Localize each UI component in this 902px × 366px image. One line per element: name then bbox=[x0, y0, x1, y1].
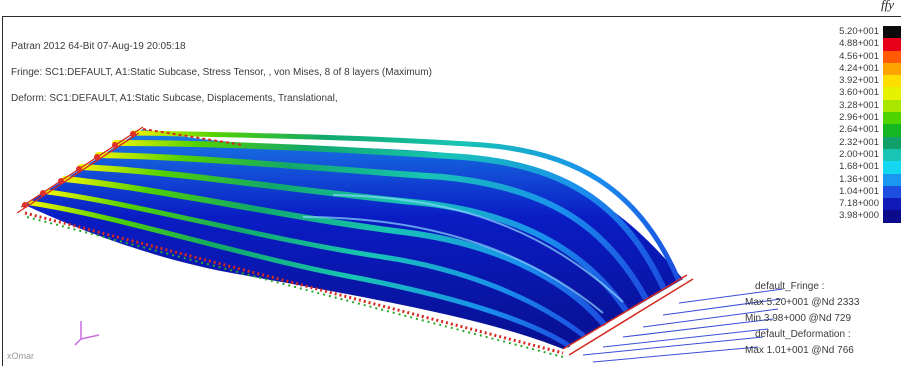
legend-row: 4.56+001 bbox=[811, 50, 901, 63]
legend-swatch bbox=[883, 62, 901, 76]
fem-model-render bbox=[16, 126, 784, 363]
deformation-max: Max 1.01+001 @Nd 766 bbox=[745, 345, 854, 356]
legend-value: 3.92+001 bbox=[839, 75, 879, 87]
deformation-name: default_Deformation : bbox=[755, 329, 851, 340]
legend-swatch bbox=[883, 75, 901, 88]
legend-row: 2.64+001 bbox=[811, 124, 901, 137]
coordinate-triad-icon bbox=[74, 321, 100, 346]
caption-fragment: ffy bbox=[881, 0, 894, 12]
legend-swatch bbox=[883, 210, 901, 223]
deformed-surface bbox=[25, 129, 683, 349]
legend-row: 3.92+001 bbox=[811, 75, 901, 88]
legend-value: 2.00+001 bbox=[839, 148, 879, 160]
legend-value: 3.28+001 bbox=[839, 99, 879, 111]
legend-row: 2.96+001 bbox=[811, 112, 901, 125]
legend-value: 2.32+001 bbox=[839, 136, 879, 148]
fringe-max: Max 5.20+001 @Nd 2333 bbox=[745, 297, 860, 308]
legend-value: 2.64+001 bbox=[839, 124, 879, 136]
legend-value: 7.18+000 bbox=[839, 198, 879, 210]
fringe-description: Fringe: SC1:DEFAULT, A1:Static Subcase, … bbox=[11, 67, 432, 78]
legend-value: 1.04+001 bbox=[839, 185, 879, 197]
legend-swatch bbox=[883, 99, 901, 113]
legend-swatch bbox=[883, 26, 901, 39]
legend-value: 1.36+001 bbox=[839, 173, 879, 185]
patran-viewport[interactable]: Patran 2012 64-Bit 07-Aug-19 20:05:18 Fr… bbox=[2, 16, 901, 366]
fringe-color-legend: 5.20+001 4.88+001 4.56+001 4.24+001 3.92+001… bbox=[811, 26, 901, 223]
fringe-min: Min 3.98+000 @Nd 729 bbox=[745, 313, 852, 324]
legend-swatch bbox=[883, 173, 901, 186]
legend-row: 2.32+001 bbox=[811, 136, 901, 149]
legend-row: 1.36+001 bbox=[811, 173, 901, 186]
legend-row: 4.88+001 bbox=[811, 38, 901, 51]
legend-value: 4.24+001 bbox=[839, 62, 879, 74]
legend-swatch bbox=[883, 198, 901, 211]
legend-value: 3.60+001 bbox=[839, 87, 879, 99]
legend-value: 2.96+001 bbox=[839, 112, 879, 124]
legend-swatch bbox=[883, 161, 901, 174]
fringe-name: default_Fringe : bbox=[755, 281, 825, 292]
left-constraint-markers bbox=[22, 131, 136, 208]
legend-row: 4.24+001 bbox=[811, 62, 901, 76]
deform-description: Deform: SC1:DEFAULT, A1:Static Subcase, … bbox=[11, 93, 338, 104]
displacement-vectors bbox=[582, 288, 784, 363]
legend-swatch bbox=[883, 136, 901, 149]
right-end-constraints bbox=[562, 274, 694, 356]
legend-row: 3.98+000 bbox=[811, 210, 901, 223]
model-title: Patran 2012 64-Bit 07-Aug-19 20:05:18 bbox=[11, 41, 186, 52]
top-caption-strip: ffy bbox=[0, 0, 902, 16]
legend-row: 2.00+001 bbox=[811, 148, 901, 162]
legend-swatch bbox=[883, 112, 901, 125]
legend-swatch bbox=[883, 50, 901, 63]
stiffener-strips bbox=[28, 130, 681, 348]
legend-row: 1.68+001 bbox=[811, 161, 901, 174]
legend-swatch bbox=[883, 38, 901, 51]
legend-value: 3.98+000 bbox=[839, 210, 879, 222]
legend-swatch bbox=[883, 148, 901, 162]
corner-label: xOmar bbox=[7, 351, 34, 361]
legend-value: 5.20+001 bbox=[839, 26, 879, 37]
legend-value: 1.68+001 bbox=[839, 161, 879, 173]
legend-row: 3.60+001 bbox=[811, 87, 901, 100]
legend-value: 4.88+001 bbox=[839, 38, 879, 50]
legend-value: 4.56+001 bbox=[839, 50, 879, 62]
legend-swatch bbox=[883, 87, 901, 100]
legend-swatch bbox=[883, 185, 901, 199]
legend-row: 1.04+001 bbox=[811, 185, 901, 199]
results-summary: default_Fringe : Max 5.20+001 @Nd 2333 M… bbox=[745, 279, 901, 359]
legend-swatch bbox=[883, 124, 901, 137]
legend-row: 7.18+000 bbox=[811, 198, 901, 211]
legend-row: 3.28+001 bbox=[811, 99, 901, 113]
legend-row: 5.20+001 bbox=[811, 26, 901, 39]
